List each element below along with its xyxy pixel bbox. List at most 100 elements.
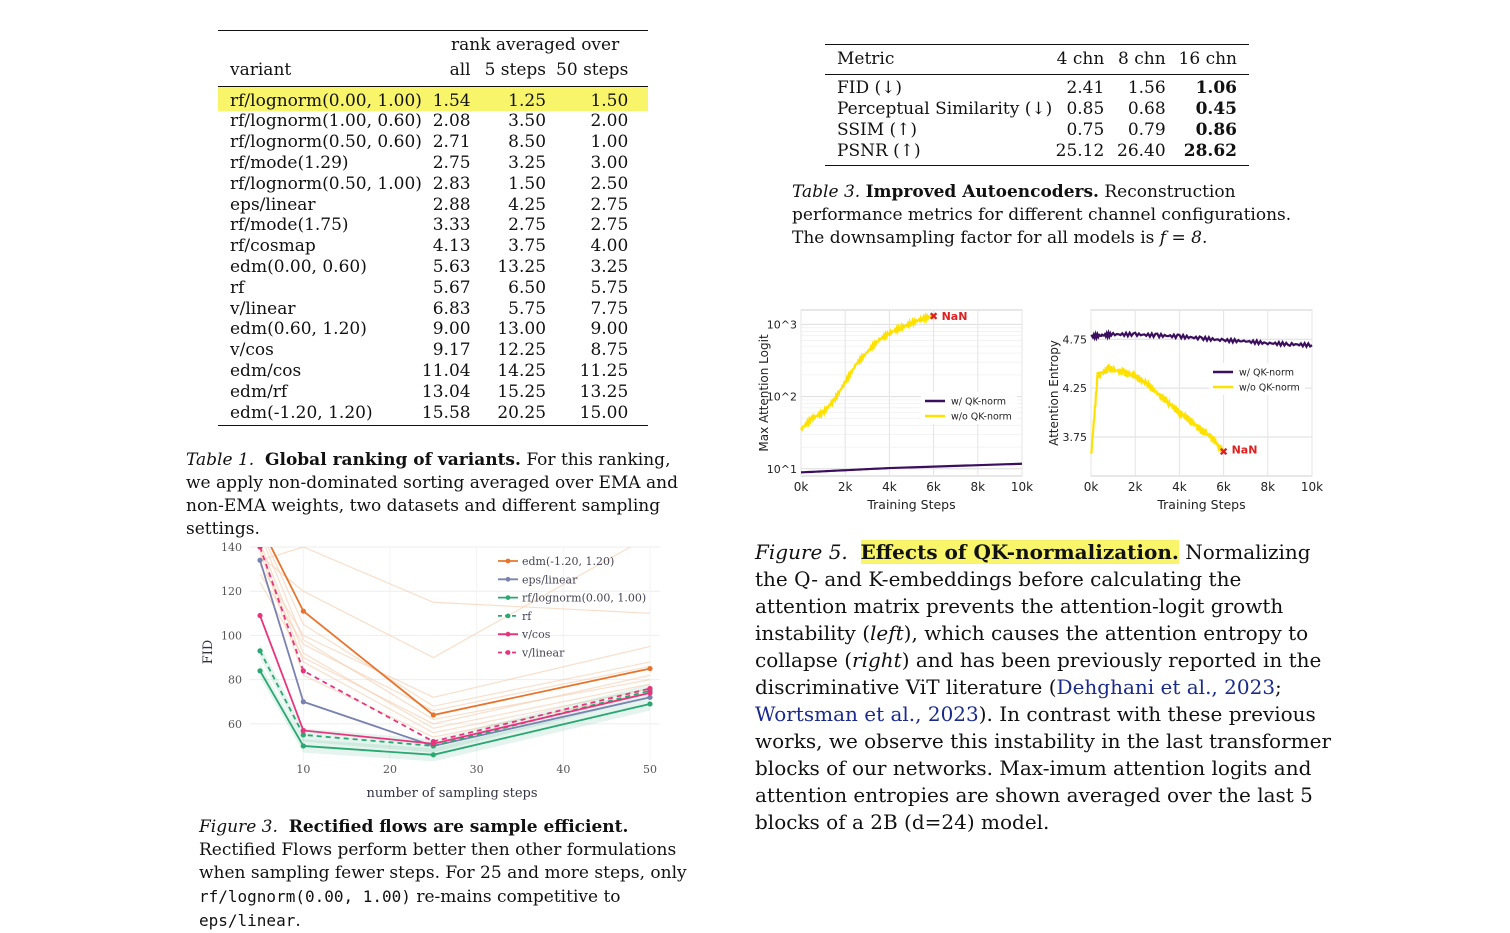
table-row: edm(0.00, 0.60) 5.63 13.25 3.25	[218, 257, 648, 278]
caption-text: Reconstruction performance metrics for d…	[792, 182, 1292, 248]
table-cell: 2.83	[432, 173, 471, 194]
caption-title: Global ranking of variants.	[264, 450, 521, 470]
table-cell: 3.00	[590, 152, 629, 173]
figure-5-right-chart: 3.75 4.25 4.75 0k 2k 4k 6k 8k 10k Training Steps A…	[1047, 309, 1323, 512]
table-cell: 13.25	[497, 256, 547, 277]
table-cell: 9.00	[432, 319, 471, 340]
table-row: SSIM (↑) 0.75 0.79 0.86	[825, 120, 1249, 141]
series-line	[1089, 363, 1225, 454]
table-cell: 0.85	[1066, 99, 1105, 119]
citation-link[interactable]: Wortsman et al., 2023	[755, 702, 979, 726]
caption-text: For this ranking, we apply non-dominated…	[186, 450, 678, 539]
table-cell: 11.25	[579, 360, 629, 381]
legend-label: eps/linear	[522, 573, 578, 586]
table-row: edm/rf 13.04 15.25 13.25	[218, 382, 648, 403]
table-cell: 7.75	[590, 298, 629, 319]
table-cell: 1.00	[590, 132, 629, 153]
table-cell: 0.75	[1066, 120, 1105, 140]
table-cell: 12.25	[497, 340, 547, 361]
x-tick-label: 10k	[1011, 480, 1033, 494]
table-cell: 20.25	[497, 402, 547, 423]
table-cell: 25.12	[1055, 141, 1105, 161]
table-cell: 8.50	[508, 132, 547, 153]
x-tick-label: 10	[296, 763, 310, 776]
table-cell: 1.50	[556, 86, 649, 112]
table-row: eps/linear 2.88 4.25 2.75	[218, 195, 648, 216]
data-point	[300, 743, 306, 749]
data-point	[647, 665, 653, 672]
legend-marker	[505, 650, 511, 655]
caption-text: Rectified Flows perform better then othe…	[199, 840, 687, 883]
legend-label: w/ QK-norm	[951, 397, 1006, 408]
table-cell: 0.45	[1195, 99, 1237, 119]
caption-text: ), which causes the attention entropy to…	[755, 621, 1309, 672]
table-cell: PSNR (↑)	[837, 141, 921, 161]
table-row: edm(0.60, 1.20) 9.00 13.00 9.00	[218, 319, 648, 340]
table-cell: 9.17	[432, 340, 471, 361]
table-cell: 28.62	[1183, 141, 1237, 161]
y-tick-label: 60	[228, 718, 242, 731]
table-cell: 15.25	[497, 381, 547, 402]
table-cell: v/cos	[230, 340, 274, 361]
table-cell: 6.83	[432, 298, 471, 319]
table-cell: 5.67	[432, 277, 471, 298]
y-tick-label: 120	[221, 585, 242, 598]
table-3-caption: Table 3. Improved Autoencoders. Reconstr…	[792, 181, 1302, 250]
table-cell: 2.50	[590, 173, 629, 194]
legend-label: edm(-1.20, 1.20)	[522, 555, 614, 568]
legend-marker	[505, 613, 511, 619]
data-point	[647, 685, 653, 692]
series-line	[800, 311, 935, 433]
x-tick-label: 6k	[926, 480, 941, 494]
legend-label: v/linear	[521, 647, 565, 660]
legend-marker	[505, 631, 511, 637]
x-tick-label: 30	[470, 763, 484, 776]
table-cell: 15.58	[421, 402, 471, 423]
x-tick-label: 2k	[838, 480, 853, 494]
legend-box	[921, 392, 1017, 424]
series-line	[270, 547, 651, 716]
figure-3-caption: Figure 3. Rectified flows are sample eff…	[199, 816, 699, 933]
data-point	[300, 732, 306, 738]
legend-label: v/cos	[521, 628, 551, 641]
y-tick-label: 100	[221, 629, 242, 642]
citation-link[interactable]: Dehghani et al., 2023	[1056, 675, 1276, 699]
series-line	[1090, 328, 1313, 349]
x-axis-label: Training Steps	[1156, 497, 1245, 512]
table-cell: 2.41	[1066, 78, 1105, 98]
table-cell: 26.40	[1117, 141, 1166, 161]
table-row: edm(-1.20, 1.20) 15.58 20.25 15.00	[218, 402, 649, 426]
table-row: rf/mode(1.75) 3.33 2.75 2.75	[218, 215, 648, 236]
table-cell: 3.50	[508, 111, 547, 132]
table-cell: 8.75	[590, 340, 629, 361]
y-tick-label: 10^2	[767, 391, 797, 404]
table-3: Metric 4 chn 8 chn 16 chn FID (↓) 2.41 1.5…	[825, 44, 1249, 166]
table-row: rf/cosmap 4.13 3.75 4.00	[218, 236, 648, 257]
y-tick-label: 4.75	[1063, 333, 1088, 346]
table-cell: SSIM (↑)	[837, 120, 918, 140]
plot-area	[257, 547, 653, 762]
caption-title: Rectified flows are sample efficient.	[288, 817, 629, 837]
table-cell: 15.00	[579, 402, 629, 423]
table-row: rf/lognorm(0.00, 1.00) 1.54 1.25 1.50	[218, 86, 649, 112]
x-tick-label: 50	[643, 763, 657, 776]
x-tick-label: 10k	[1301, 480, 1323, 494]
x-tick-label: 0k	[794, 480, 809, 494]
table-row: PSNR (↑) 25.12 26.40 28.62	[825, 141, 1249, 166]
table-row: rf/lognorm(1.00, 0.60) 2.08 3.50 2.00	[218, 111, 648, 132]
y-tick-label: 10^3	[767, 318, 797, 331]
nan-annotation: NaN	[942, 310, 968, 323]
data-point	[647, 701, 653, 707]
legend-label: rf/lognorm(0.00, 1.00)	[522, 592, 646, 605]
x-axis-label: number of sampling steps	[367, 786, 538, 801]
table-cell: 2.08	[432, 111, 471, 132]
table-row: rf/mode(1.29) 2.75 3.25 3.00	[218, 153, 648, 174]
table-row: rf/lognorm(0.50, 1.00) 2.83 1.50 2.50	[218, 174, 648, 195]
x-tick-label: 4k	[882, 480, 897, 494]
table-row: v/linear 6.83 5.75 7.75	[218, 299, 648, 320]
table-cell: rf/lognorm(1.00, 0.60)	[230, 111, 422, 132]
table-row: rf 5.67 6.50 5.75	[218, 278, 648, 299]
caption-label: Figure 5.	[755, 540, 848, 564]
caption-text: .	[295, 911, 301, 931]
series-line	[259, 615, 651, 745]
